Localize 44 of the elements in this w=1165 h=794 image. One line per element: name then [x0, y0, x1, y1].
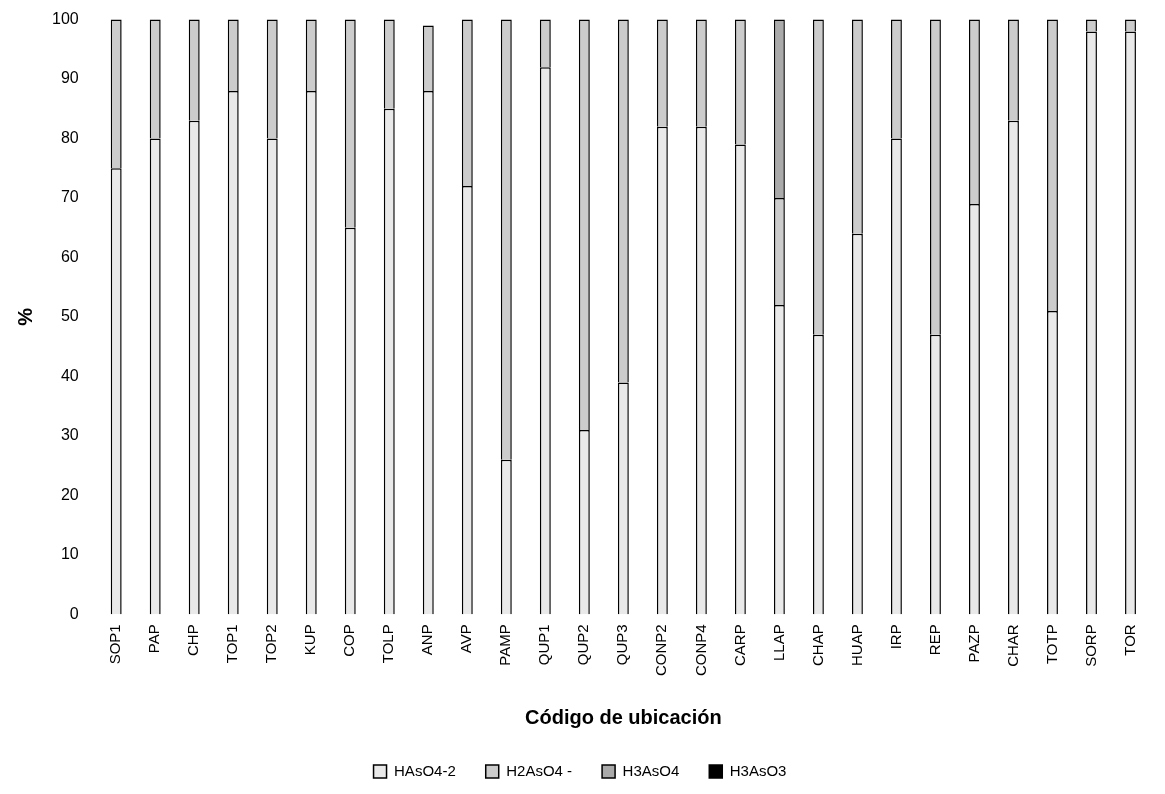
- x-tick-label: KUP: [301, 624, 319, 656]
- y-tick-label: 70: [60, 188, 79, 206]
- x-tick-label: PAP: [145, 624, 163, 654]
- x-tick-label: CHAR: [1003, 624, 1021, 667]
- x-tick-label: QUP1: [535, 624, 553, 666]
- x-tick-label: PAZP: [964, 624, 982, 663]
- legend-label: H3AsO4: [622, 761, 680, 779]
- x-tick-label: QUP3: [613, 624, 631, 666]
- legend-label: HAsO4-2: [394, 761, 456, 779]
- y-tick-label: 100: [51, 10, 79, 28]
- y-tick-label: 50: [60, 307, 79, 325]
- x-tick-label: CARP: [730, 624, 748, 667]
- y-tick-label: 40: [60, 366, 79, 384]
- x-tick-label: TOP2: [262, 624, 280, 664]
- x-tick-label: LLAP: [769, 624, 787, 662]
- legend-label: H3AsO3: [729, 761, 787, 779]
- y-tick-label: 80: [60, 128, 79, 146]
- x-tick-label: COP: [340, 624, 358, 657]
- y-tick-label: 90: [60, 69, 79, 87]
- x-tick-label: TOLP: [379, 624, 397, 664]
- x-tick-label: SOP1: [106, 624, 124, 665]
- y-tick-label: 30: [60, 426, 79, 444]
- legend-label: H2AsO4 -: [506, 761, 573, 779]
- x-tick-label: PAMP: [496, 624, 514, 666]
- x-tick-label: TOR: [1120, 624, 1138, 656]
- y-tick-label: 20: [60, 485, 79, 503]
- x-tick-label: CONP2: [652, 624, 670, 677]
- x-tick-label: CHAP: [808, 624, 826, 667]
- y-tick-label: 0: [69, 604, 79, 622]
- y-tick-label: 10: [60, 545, 79, 563]
- x-tick-label: REP: [925, 624, 943, 656]
- x-tick-label: CONP4: [691, 624, 709, 677]
- x-tick-label: AVP: [457, 624, 475, 654]
- x-tick-label: ANP: [418, 624, 436, 656]
- y-tick-label: 60: [60, 247, 79, 265]
- x-tick-label: QUP2: [574, 624, 592, 666]
- x-tick-label: TOP1: [223, 624, 241, 664]
- y-axis-title: %: [13, 307, 36, 326]
- x-tick-label: CHP: [184, 624, 202, 656]
- x-axis-title: Código de ubicación: [525, 705, 722, 728]
- x-tick-label: IRP: [886, 624, 904, 650]
- x-tick-label: HUAP: [847, 624, 865, 667]
- x-tick-label: TOTP: [1042, 624, 1060, 665]
- x-tick-label: SORP: [1081, 624, 1099, 667]
